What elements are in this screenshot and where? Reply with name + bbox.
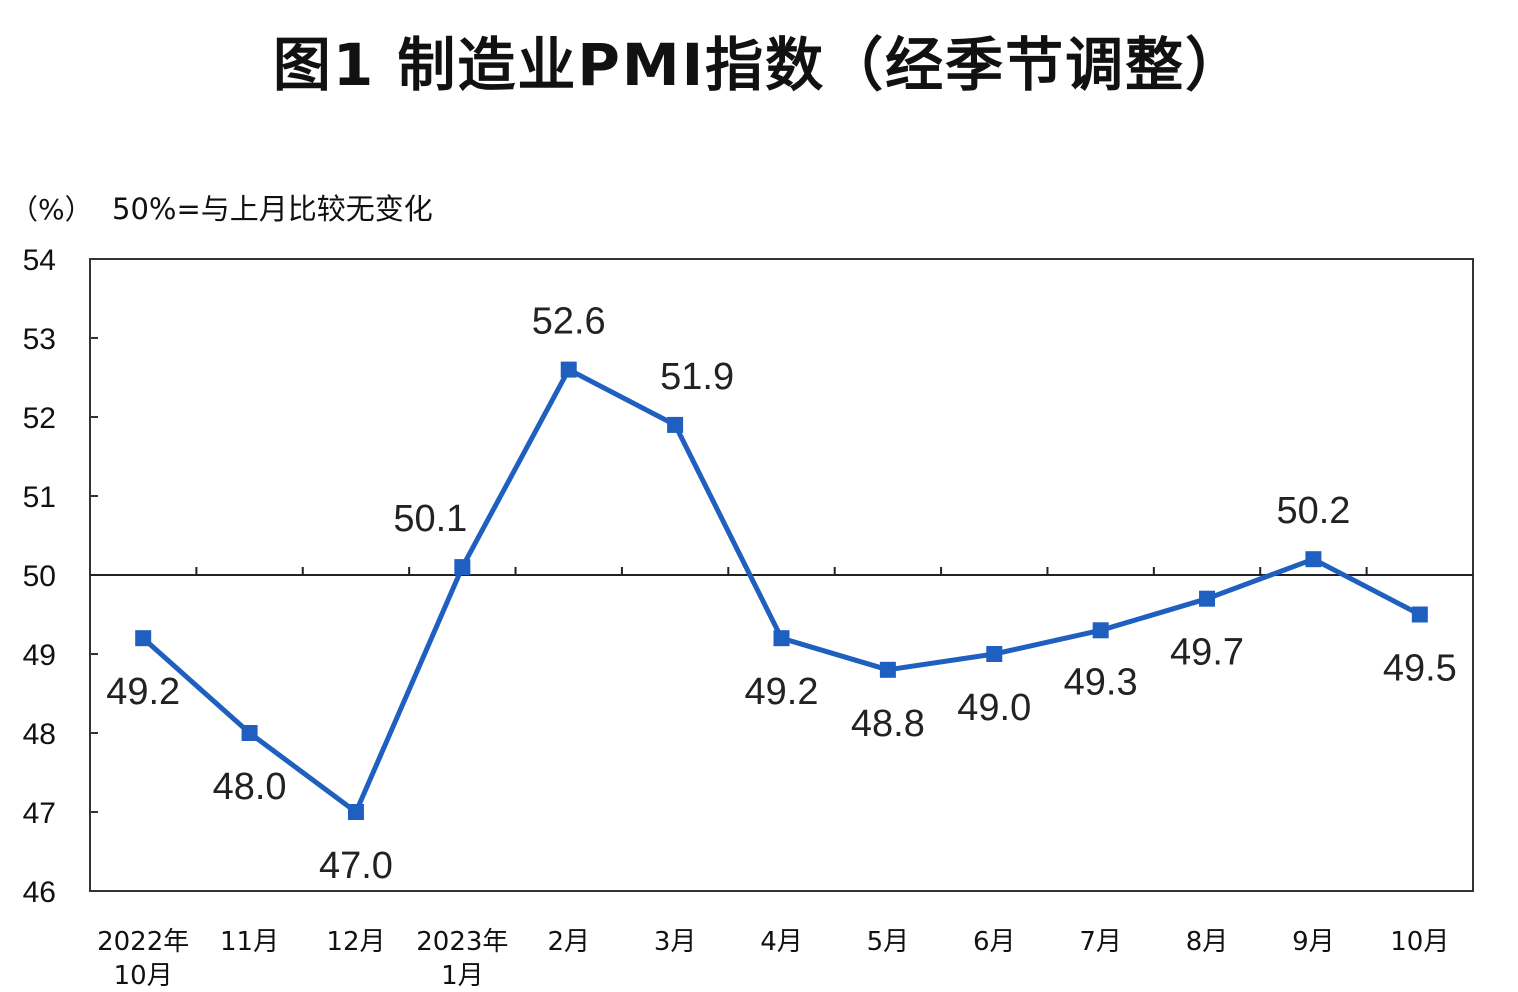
x-tick-label: 2022年 [97, 927, 189, 957]
y-axis-unit: （%） [10, 193, 93, 226]
x-tick-label: 11月 [220, 927, 279, 957]
x-tick-label: 1月 [441, 961, 484, 991]
series-line [141, 367, 1421, 815]
x-tick-label: 2月 [547, 927, 590, 957]
x-tick-label: 10月 [114, 961, 173, 991]
x-tick-label: 7月 [1079, 927, 1122, 957]
data-label: 49.2 [106, 671, 180, 713]
reference-note: 50%=与上月比较无变化 [112, 192, 433, 226]
data-label: 49.0 [957, 687, 1031, 729]
x-tick-label: 8月 [1186, 927, 1229, 957]
data-label: 49.2 [745, 671, 819, 713]
data-label: 49.5 [1383, 648, 1457, 690]
x-tick-label: 10月 [1390, 927, 1449, 957]
y-tick-label: 47 [23, 797, 56, 830]
x-tick-label: 2023年 [416, 927, 508, 957]
y-tick-label: 54 [23, 244, 56, 277]
x-tick-label: 12月 [326, 927, 385, 957]
x-tick-label: 9月 [1292, 927, 1335, 957]
data-label: 50.1 [393, 498, 467, 540]
data-point [1305, 551, 1322, 568]
data-point [986, 646, 1003, 662]
data-label: 48.0 [213, 766, 287, 808]
data-label: 52.6 [532, 301, 606, 343]
x-tick-label: 3月 [654, 927, 697, 957]
data-label: 49.3 [1064, 661, 1138, 703]
data-label: 48.8 [851, 703, 925, 745]
y-tick-label: 53 [23, 323, 56, 356]
y-tick-label: 49 [23, 639, 56, 672]
data-point [454, 559, 471, 576]
y-tick-label: 46 [23, 876, 56, 909]
data-point [667, 416, 684, 433]
data-point [347, 804, 364, 820]
x-tick-label: 6月 [973, 927, 1016, 957]
y-tick-label: 52 [23, 402, 56, 435]
data-label: 47.0 [319, 845, 393, 887]
data-point [560, 361, 577, 378]
y-tick-label: 48 [23, 718, 56, 751]
data-label: 49.7 [1170, 632, 1244, 674]
data-point [1199, 590, 1216, 607]
data-point [773, 630, 790, 647]
data-point [1092, 622, 1109, 639]
data-point [879, 661, 896, 678]
y-tick-label: 50 [23, 560, 56, 593]
chart-title: 图1 制造业PMI指数（经季节调整） [272, 31, 1246, 99]
y-tick-label: 51 [23, 481, 56, 514]
x-tick-label: 5月 [867, 927, 910, 957]
data-point [135, 630, 152, 647]
data-point [1411, 606, 1428, 623]
data-point [241, 725, 258, 741]
data-label: 50.2 [1276, 490, 1350, 532]
x-tick-label: 4月 [760, 927, 803, 957]
data-label: 51.9 [660, 356, 734, 398]
